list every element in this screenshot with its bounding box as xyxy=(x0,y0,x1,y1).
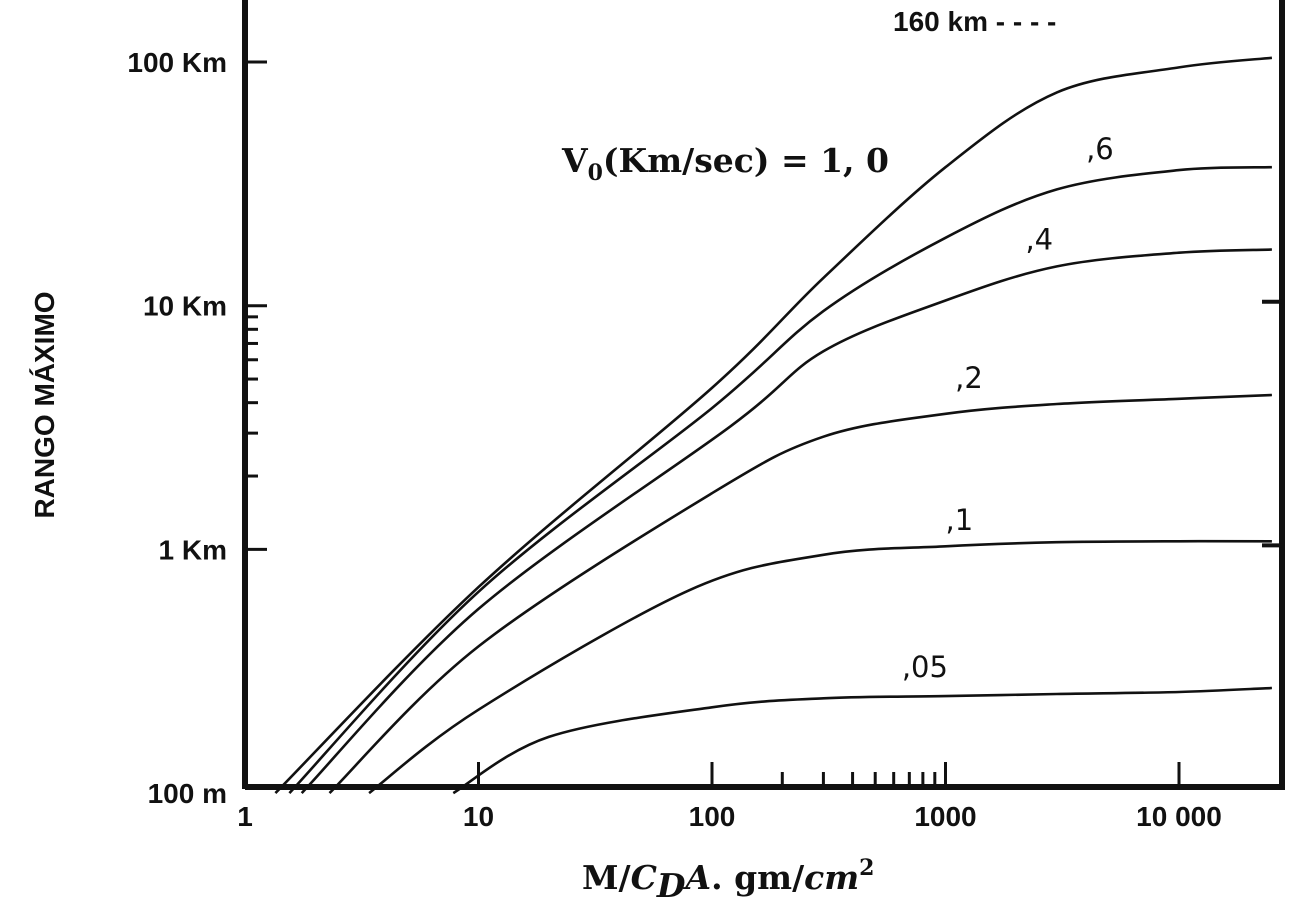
y-axis-ticks: 100 m 1 Km 10 Km 100 Km xyxy=(127,47,1282,809)
param-label: V0(Km/sec) = 1, 0 xyxy=(561,141,889,186)
y-tick-label: 10 Km xyxy=(143,291,227,322)
x-tick-label: 100 xyxy=(689,801,736,832)
param-v: V xyxy=(561,141,589,180)
curve-label: ,6 xyxy=(1086,132,1114,166)
xlabel-unit: . gm/ xyxy=(711,858,805,897)
y-tick-label: 100 m xyxy=(148,778,227,809)
series-line xyxy=(274,56,1273,795)
x-tick-label: 1 xyxy=(237,801,253,832)
x-tick-label: 10 xyxy=(463,801,494,832)
series-curves xyxy=(274,56,1273,795)
xlabel-a: A xyxy=(682,858,711,897)
curve-label: ,05 xyxy=(902,650,948,684)
curve-label: ,4 xyxy=(1025,223,1053,257)
param-rest: (Km/sec) = 1, 0 xyxy=(603,141,889,180)
xlabel-sub: D xyxy=(656,866,686,903)
y-tick-label: 1 Km xyxy=(159,534,227,565)
plot-frame xyxy=(242,0,1285,790)
series-line xyxy=(300,248,1272,795)
x-tick-label: 1000 xyxy=(914,801,976,832)
xlabel-main: M/ xyxy=(582,858,632,897)
xlabel-cm: cm xyxy=(804,858,859,897)
x-axis-ticks: 1 10 100 1000 10 000 xyxy=(237,762,1222,832)
curve-labels: ,6 ,4 ,2 ,1 ,05 xyxy=(902,132,1114,684)
y-axis-label: RANGO MÁXIMO xyxy=(29,291,60,518)
legend-dashed-160km: 160 km - - - - xyxy=(893,6,1056,37)
series-line xyxy=(328,393,1272,795)
series-line xyxy=(368,539,1272,795)
param-sub: 0 xyxy=(588,160,603,186)
series-line xyxy=(452,686,1272,795)
curve-label: ,2 xyxy=(955,361,983,395)
x-axis-label: M/CDA. gm/cm2 xyxy=(582,855,874,903)
curve-label: ,1 xyxy=(946,503,974,537)
xlabel-c: C xyxy=(631,858,657,897)
x-tick-label: 10 000 xyxy=(1136,801,1222,832)
xlabel-sup: 2 xyxy=(859,855,874,881)
y-tick-label: 100 Km xyxy=(127,47,227,78)
series-line xyxy=(288,165,1272,794)
